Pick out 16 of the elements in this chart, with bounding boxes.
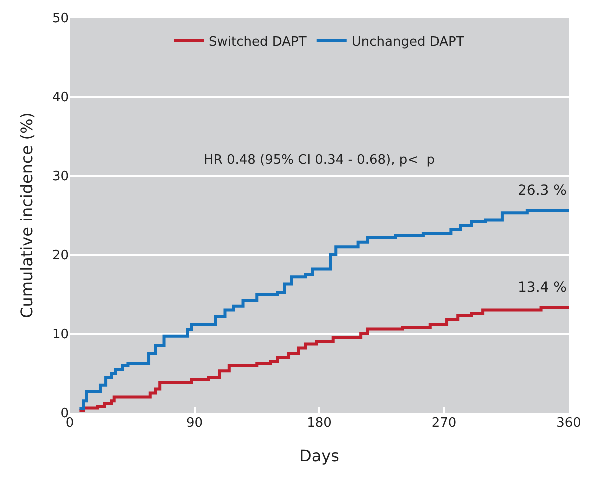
annotation: 13.4 % [518, 280, 567, 296]
annotation: 26.3 % [518, 183, 567, 199]
y-tick-label: 30 [52, 170, 69, 185]
annotation: HR 0.48 (95% CI 0.34 - 0.68), p< p [204, 153, 436, 168]
x-tick-label: 270 [432, 416, 457, 431]
x-tick-label: 360 [556, 416, 582, 431]
x-tick-label: 180 [307, 416, 332, 431]
y-tick-label: 40 [52, 90, 69, 106]
y-tick-label: 20 [52, 248, 69, 264]
legend-label: Unchanged DAPT [352, 34, 464, 50]
legend-label: Switched DAPT [209, 34, 307, 50]
x-tick-label: 90 [186, 416, 204, 431]
y-tick-label: 50 [52, 12, 69, 27]
y-tick-label: 10 [52, 328, 69, 343]
y-axis-title: Cumulative incidence (%) [17, 112, 36, 318]
x-axis-title: Days [300, 446, 340, 466]
